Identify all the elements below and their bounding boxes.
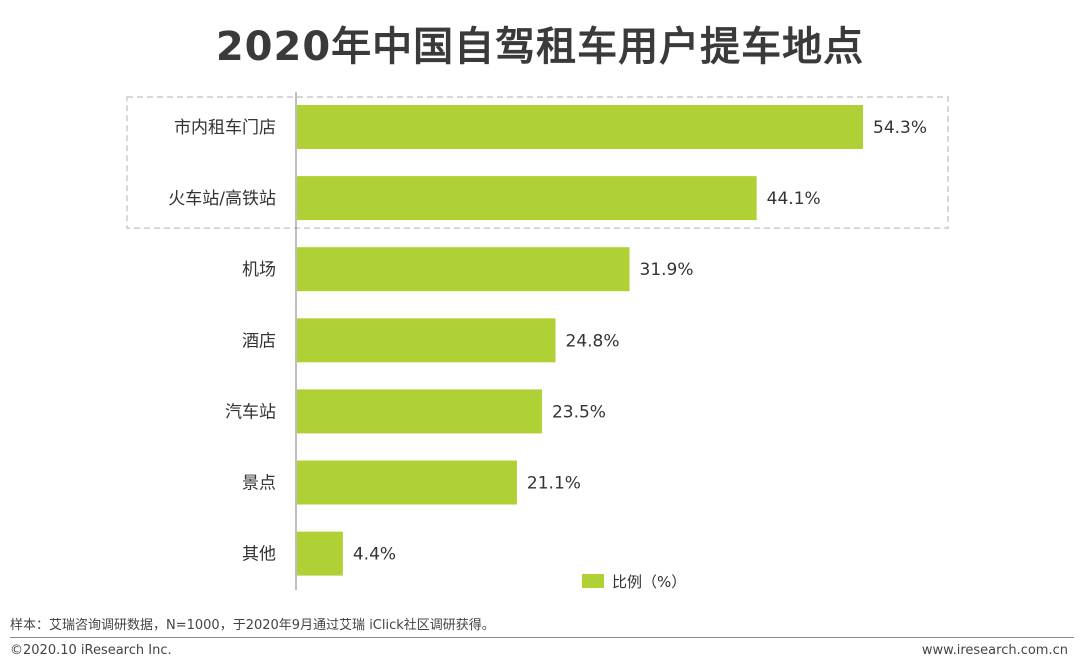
legend-swatch <box>582 574 604 588</box>
category-label: 火车站/高铁站 <box>168 189 276 209</box>
category-label: 市内租车门店 <box>174 118 276 138</box>
copyright: ©2020.10 iResearch Inc. <box>10 643 172 658</box>
bar <box>297 247 630 292</box>
bar <box>297 460 517 505</box>
highlight-box <box>126 96 949 229</box>
bar <box>297 389 542 434</box>
bar <box>297 318 556 363</box>
footer-divider <box>10 637 1074 638</box>
chart-title: 2020年中国自驾租车用户提车地点 <box>215 24 865 70</box>
category-label: 其他 <box>242 545 276 565</box>
data-label: 24.8% <box>566 331 620 351</box>
category-label: 酒店 <box>242 331 276 351</box>
data-label: 23.5% <box>552 402 606 422</box>
data-label: 31.9% <box>640 260 694 280</box>
bar <box>297 531 343 576</box>
data-label: 4.4% <box>353 545 396 565</box>
category-label: 景点 <box>242 474 276 494</box>
data-label: 44.1% <box>767 189 821 209</box>
source-note: 样本：艾瑞咨询调研数据，N=1000，于2020年9月通过艾瑞 iClick社区… <box>10 618 495 633</box>
data-label: 54.3% <box>873 118 927 138</box>
bar <box>297 176 757 221</box>
category-label: 机场 <box>242 260 276 280</box>
bar <box>297 105 863 149</box>
legend-label: 比例（%） <box>612 573 686 591</box>
category-label: 汽车站 <box>225 402 276 422</box>
website-link[interactable]: www.iresearch.com.cn <box>921 643 1068 658</box>
data-label: 21.1% <box>527 474 581 494</box>
bar-chart: 市内租车门店 54.3% 火车站/高铁站 44.1% 机场 31.9% 酒店 24.8% 汽车站… <box>126 92 949 591</box>
